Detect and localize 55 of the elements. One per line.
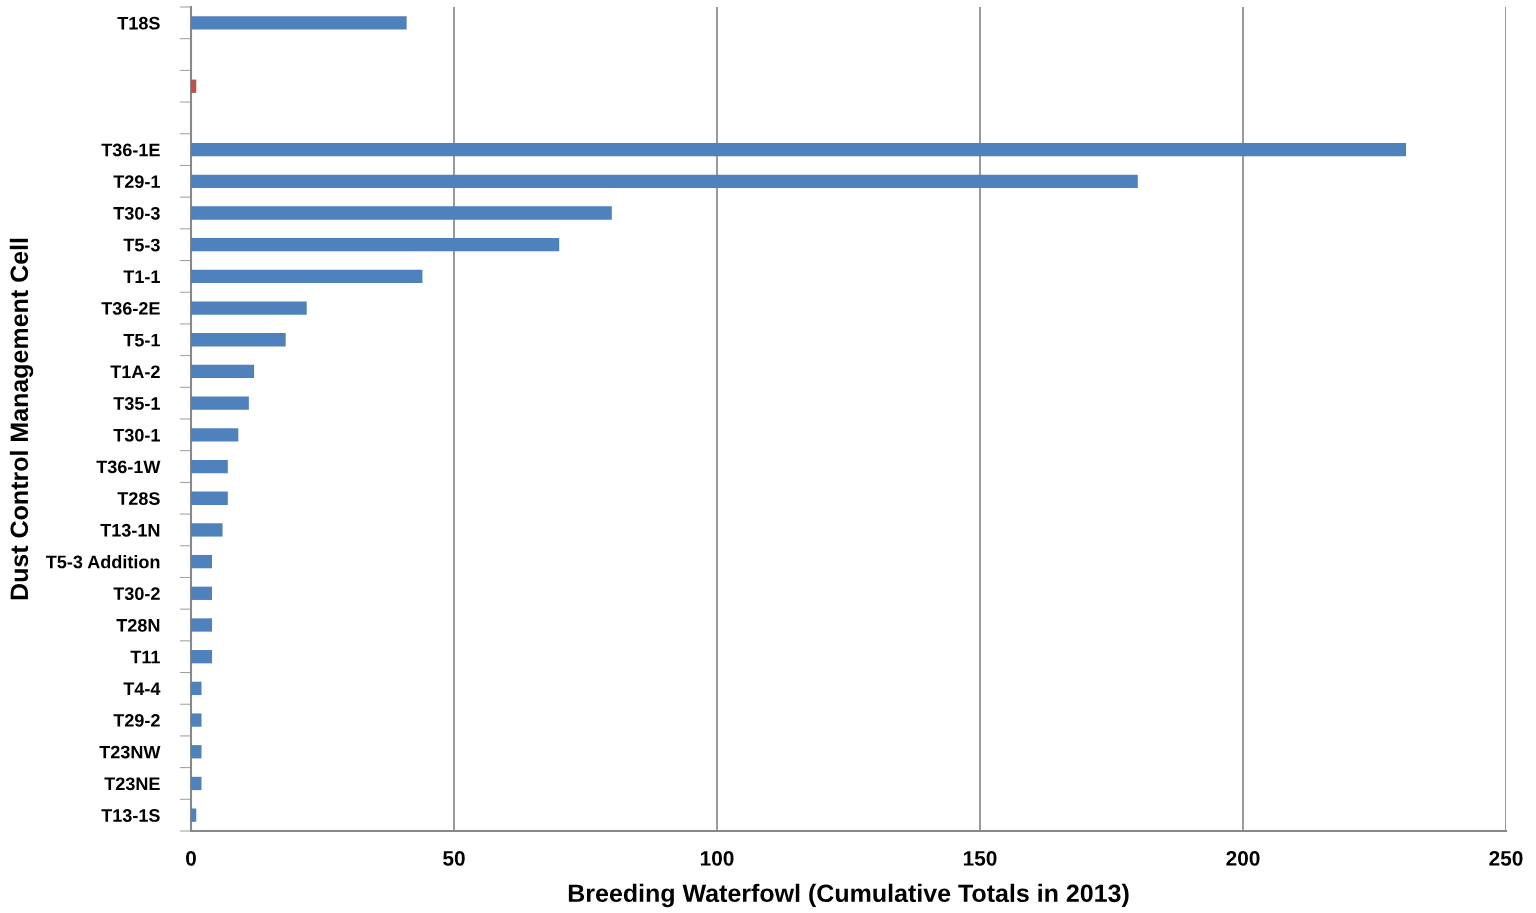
- y-tick-label: T11: [130, 650, 160, 664]
- y-axis-title: Dust Control Management Cell: [9, 238, 34, 600]
- y-tick-label: T28N: [116, 618, 160, 632]
- y-tick-label: T18S: [117, 16, 160, 30]
- y-tick-label: T5-1: [123, 333, 160, 347]
- y-tick-label: T29-1: [113, 175, 160, 189]
- y-tick-label: T13-1S: [101, 809, 160, 822]
- x-axis-title: Breeding Waterfowl (Cumulative Totals in 2013): [568, 883, 1129, 908]
- y-tick-label: T1-1: [123, 270, 160, 283]
- bar: [191, 333, 286, 347]
- bar: [191, 554, 213, 569]
- x-tick-label: 0: [186, 850, 196, 866]
- bar: [191, 16, 407, 30]
- bar: [191, 808, 197, 822]
- bar: [191, 459, 228, 474]
- y-tick-label: T23NW: [99, 745, 161, 759]
- bar: [191, 174, 1138, 188]
- y-tick-label: T30-1: [113, 428, 160, 442]
- bar: [191, 142, 1407, 157]
- bar: [191, 301, 307, 315]
- bar: [191, 491, 228, 505]
- x-tick-label: 50: [443, 850, 465, 866]
- bar: [191, 681, 202, 696]
- y-tick-label: T35-1: [113, 397, 160, 410]
- y-tick-label: T1A-2: [110, 365, 160, 378]
- bar: [191, 269, 423, 284]
- bar: [191, 523, 223, 537]
- y-tick-label: T4-4: [123, 682, 161, 695]
- y-tick-label: T5-3: [123, 238, 160, 252]
- x-tick-label: 100: [700, 850, 734, 866]
- x-tick-label: 250: [1489, 850, 1523, 866]
- bar: [191, 238, 560, 252]
- bar: [191, 428, 239, 442]
- y-tick-label: T36-1W: [96, 460, 161, 474]
- bar: [191, 79, 197, 93]
- y-tick-label: T23NE: [104, 777, 160, 791]
- y-tick-label: T36-2E: [101, 302, 160, 315]
- y-tick-label: T13-1N: [100, 523, 160, 537]
- bar: [191, 586, 213, 600]
- bar: [191, 618, 213, 632]
- x-tick-label: 150: [963, 850, 997, 866]
- bar: [191, 776, 202, 791]
- y-tick-label: T5-3 Addition: [45, 555, 160, 569]
- y-tick-label: T30-2: [113, 587, 160, 601]
- bar: [191, 364, 255, 379]
- bar: [191, 396, 249, 410]
- bar: [191, 650, 213, 664]
- y-tick-label: T28S: [117, 492, 160, 505]
- x-tick-label: 200: [1226, 850, 1260, 866]
- y-tick-label: T36-1E: [101, 143, 160, 157]
- bar: [191, 745, 202, 759]
- y-tick-label: T29-2: [113, 714, 160, 727]
- y-tick-label: T30-3: [113, 206, 160, 220]
- bar: [191, 206, 612, 220]
- bar: [191, 713, 202, 727]
